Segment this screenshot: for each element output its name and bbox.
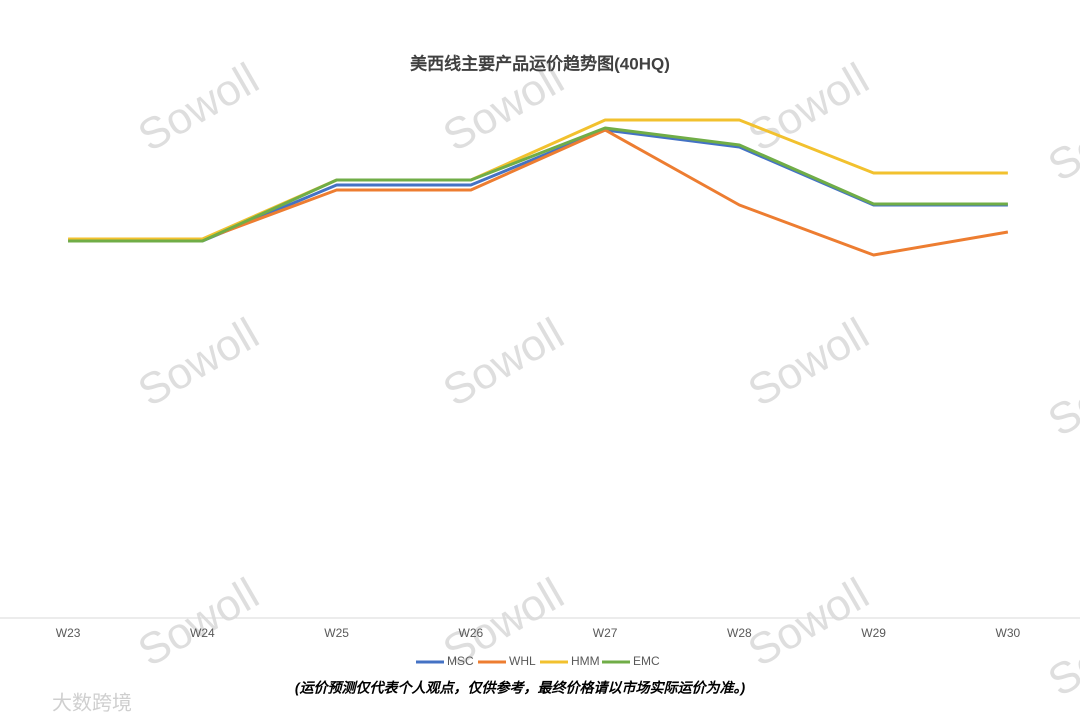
watermark: Sowoll bbox=[130, 569, 267, 676]
watermark: Sowoll bbox=[740, 309, 877, 416]
x-tick-label: W29 bbox=[861, 626, 886, 640]
x-tick-label: W23 bbox=[56, 626, 81, 640]
legend-label: MSC bbox=[447, 654, 474, 668]
watermark: Sowoll bbox=[740, 569, 877, 676]
watermark: Sowoll bbox=[130, 309, 267, 416]
watermark: Sowoll bbox=[1040, 84, 1080, 191]
watermark: Sowoll bbox=[1040, 339, 1080, 446]
logo: 大数跨境 bbox=[52, 691, 132, 714]
legend-label: WHL bbox=[509, 654, 536, 668]
note: (运价预测仅代表个人观点，仅供参考，最终价格请以市场实际运价为准。) bbox=[295, 680, 746, 696]
series-line bbox=[68, 128, 1008, 243]
watermark: Sowoll bbox=[435, 309, 572, 416]
x-tick-label: W24 bbox=[190, 626, 215, 640]
watermarks: Sowoll Sowoll Sowoll Sowoll Sowoll Sowoll Sowo… bbox=[130, 54, 1080, 706]
watermark: Sowoll bbox=[1040, 599, 1080, 706]
x-tick-label: W27 bbox=[593, 626, 618, 640]
legend-label: EMC bbox=[633, 654, 660, 668]
legend-label: HMM bbox=[571, 654, 600, 668]
x-tick-label: W28 bbox=[727, 626, 752, 640]
series-line bbox=[68, 118, 1008, 241]
x-tick-label: W25 bbox=[324, 626, 349, 640]
chart-title: 美西线主要产品运价趋势图(40HQ) bbox=[410, 53, 670, 73]
watermark: Sowoll bbox=[130, 54, 267, 161]
series-line bbox=[68, 126, 1008, 243]
x-tick-label: W30 bbox=[996, 626, 1021, 640]
watermark: Sowoll bbox=[740, 54, 877, 161]
x-tick-label: W26 bbox=[459, 626, 484, 640]
